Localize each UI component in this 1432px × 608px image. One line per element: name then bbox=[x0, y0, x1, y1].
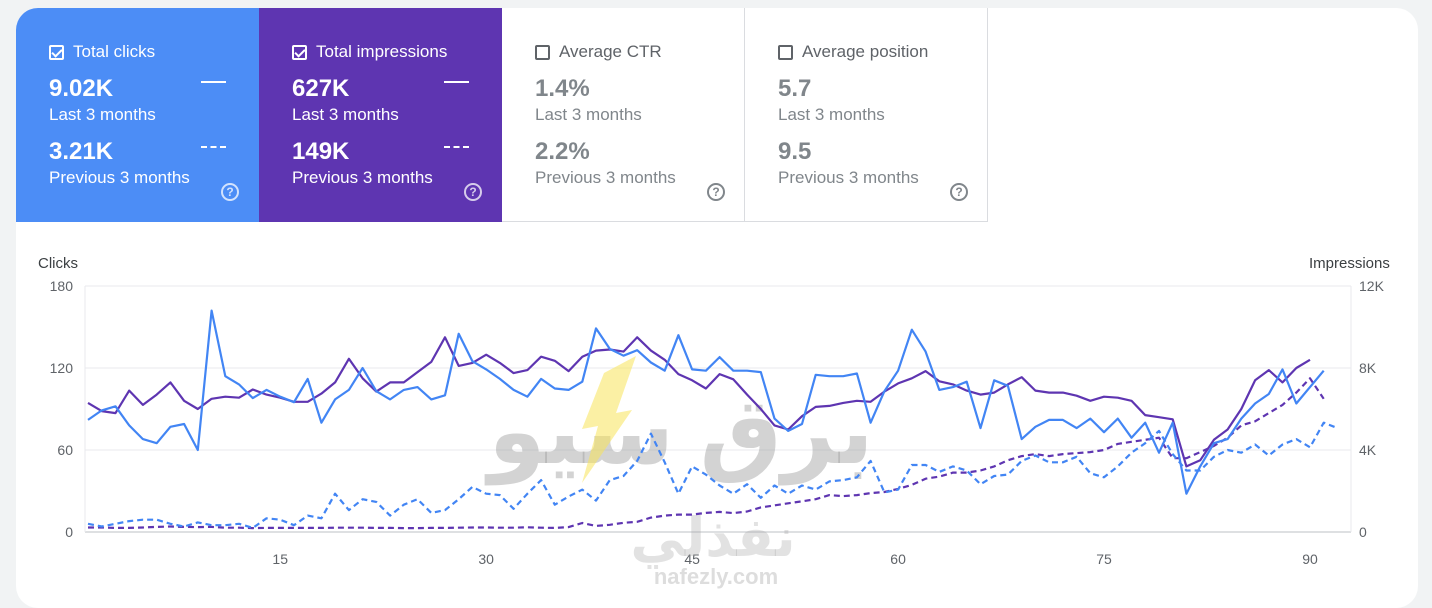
metric-label: Average position bbox=[802, 42, 929, 61]
lightning-bolt-icon bbox=[582, 356, 636, 483]
current-value: 9.02K bbox=[49, 75, 114, 102]
y-left-tick-label: 120 bbox=[50, 360, 74, 376]
watermark-arabic-bottom: نفذلي bbox=[630, 508, 795, 569]
x-tick-label: 90 bbox=[1302, 551, 1318, 567]
current-value: 1.4% bbox=[535, 75, 590, 102]
tile-header: Average position bbox=[778, 42, 987, 62]
tile-header: Total clicks bbox=[49, 42, 259, 62]
x-tick-label: 30 bbox=[478, 551, 494, 567]
watermark-arabic-top: برق سيو bbox=[484, 381, 873, 486]
current-period: Last 3 months bbox=[292, 105, 399, 124]
x-tick-label: 15 bbox=[272, 551, 288, 567]
left-axis-title: Clicks bbox=[38, 255, 78, 272]
current-period: Last 3 months bbox=[778, 105, 885, 124]
question-circle-icon[interactable]: ? bbox=[950, 183, 968, 201]
impressions-previous-series-line bbox=[88, 377, 1325, 530]
watermark-latin: nafezly.com bbox=[654, 564, 778, 589]
current-value: 627K bbox=[292, 75, 350, 102]
question-circle-icon[interactable]: ? bbox=[464, 183, 482, 201]
previous-period: Previous 3 months bbox=[778, 168, 919, 187]
y-left-tick-label: 60 bbox=[57, 442, 73, 458]
right-axis-title: Impressions bbox=[1309, 255, 1390, 272]
dashed-line-legend-icon bbox=[201, 146, 226, 148]
current-period: Last 3 months bbox=[535, 105, 642, 124]
checkbox-checked-icon[interactable] bbox=[49, 44, 64, 60]
metric-tiles: Total clicks 9.02K Last 3 months 3.21K P… bbox=[16, 8, 988, 222]
current-value: 5.7 bbox=[778, 75, 812, 102]
checkbox-checked-icon[interactable] bbox=[292, 44, 307, 60]
y-right-tick-label: 8K bbox=[1359, 360, 1377, 376]
previous-period: Previous 3 months bbox=[535, 168, 676, 187]
previous-value: 3.21K bbox=[49, 138, 114, 165]
y-left-tick-label: 0 bbox=[65, 524, 73, 540]
previous-value: 2.2% bbox=[535, 138, 590, 165]
average-position-tile[interactable]: Average position 5.7 Last 3 months 9.5 P… bbox=[745, 8, 988, 222]
metric-label: Total clicks bbox=[73, 42, 156, 61]
solid-line-legend-icon bbox=[444, 81, 469, 83]
tile-header: Average CTR bbox=[535, 42, 744, 62]
x-tick-label: 45 bbox=[684, 551, 700, 567]
average-ctr-tile[interactable]: Average CTR 1.4% Last 3 months 2.2% Prev… bbox=[502, 8, 745, 222]
performance-chart: 180 12K 120 8K 60 4K 0 0 15 30 45 60 75 90 برق سيو نفذل… bbox=[50, 278, 1385, 589]
previous-value: 149K bbox=[292, 138, 350, 165]
previous-period: Previous 3 months bbox=[49, 168, 190, 187]
y-right-tick-label: 0 bbox=[1359, 524, 1367, 540]
y-left-tick-label: 180 bbox=[50, 278, 74, 294]
question-circle-icon[interactable]: ? bbox=[707, 183, 725, 201]
metric-label: Total impressions bbox=[316, 42, 448, 61]
total-impressions-tile[interactable]: Total impressions 627K Last 3 months 149… bbox=[259, 8, 502, 222]
performance-card: Total clicks 9.02K Last 3 months 3.21K P… bbox=[16, 8, 1418, 608]
tile-header: Total impressions bbox=[292, 42, 502, 62]
x-tick-label: 75 bbox=[1096, 551, 1112, 567]
question-circle-icon[interactable]: ? bbox=[221, 183, 239, 201]
checkbox-unchecked-icon[interactable] bbox=[778, 44, 793, 60]
y-right-tick-label: 4K bbox=[1359, 442, 1377, 458]
checkbox-unchecked-icon[interactable] bbox=[535, 44, 550, 60]
total-clicks-tile[interactable]: Total clicks 9.02K Last 3 months 3.21K P… bbox=[16, 8, 259, 222]
previous-period: Previous 3 months bbox=[292, 168, 433, 187]
clicks-previous-series-line bbox=[87, 421, 1338, 530]
x-tick-label: 60 bbox=[890, 551, 906, 567]
dashed-line-legend-icon bbox=[444, 146, 469, 148]
current-period: Last 3 months bbox=[49, 105, 156, 124]
y-right-tick-label: 12K bbox=[1359, 278, 1385, 294]
clicks-current-series-line bbox=[87, 309, 1325, 495]
previous-value: 9.5 bbox=[778, 138, 812, 165]
solid-line-legend-icon bbox=[201, 81, 226, 83]
metric-label: Average CTR bbox=[559, 42, 662, 61]
